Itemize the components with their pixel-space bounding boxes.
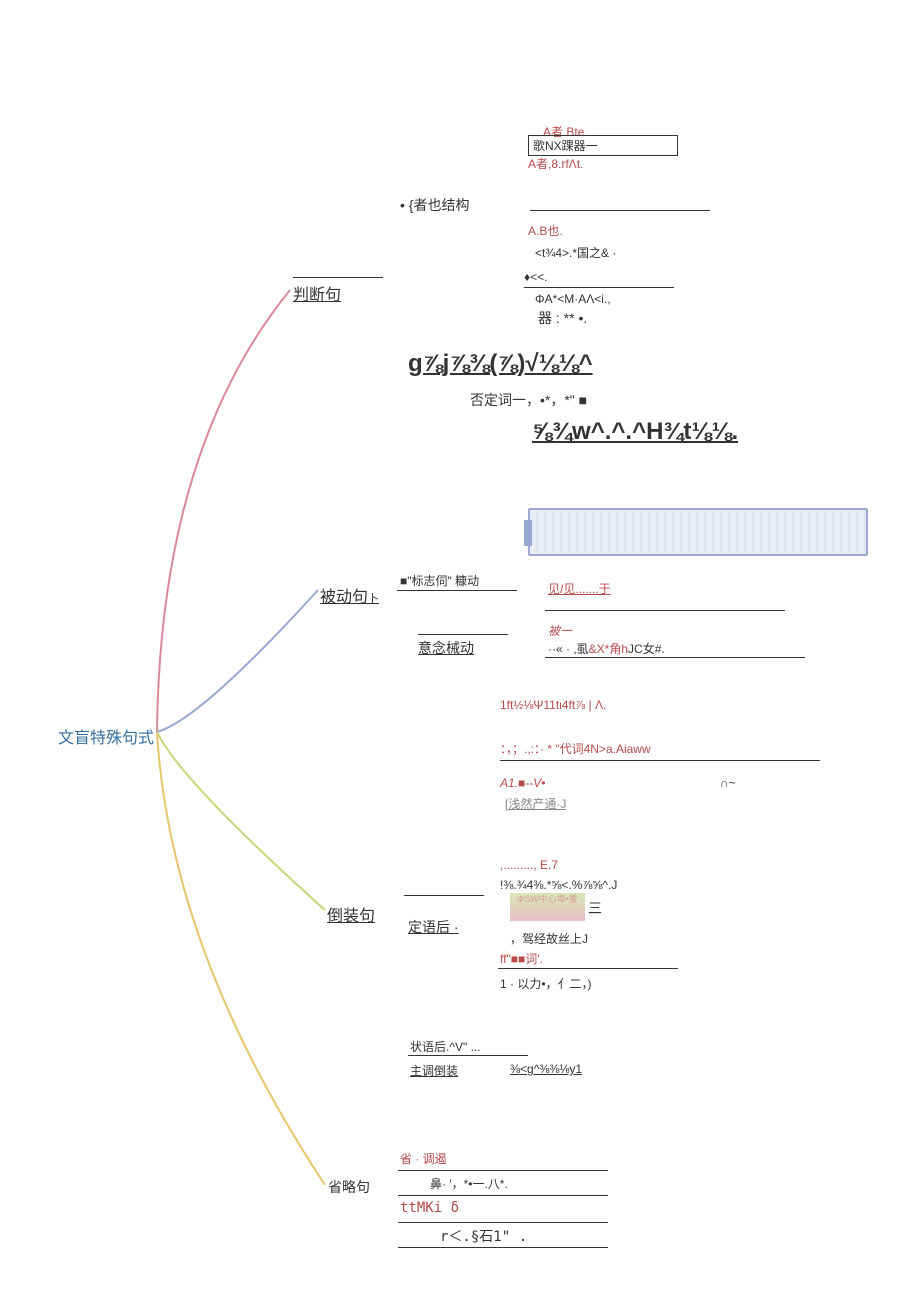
yinian-line	[545, 657, 805, 658]
small-color-block: ΦSW中心埠•爱	[510, 893, 585, 921]
rshi-line	[398, 1247, 608, 1248]
inv-l4: [浅然产通·J	[505, 795, 566, 812]
root-label: 文盲特殊句式	[58, 724, 154, 748]
inv-l5: ,........., Ε.7	[500, 858, 558, 872]
phi-line: ΦA*<M·AΛ<i.,	[535, 292, 611, 306]
zheye-label: • {者也结构	[400, 195, 469, 215]
qi-line: 器 : ** •.	[538, 308, 587, 328]
big-formula-2: ⅝¾w^.^.^H¾t⅛⅛.	[532, 418, 738, 446]
decorative-bar	[528, 508, 868, 556]
jian-yu: 见/见.......于	[548, 580, 611, 597]
zhudiao: 主调倒装	[410, 1062, 458, 1079]
inv-l1: 1ft½⅛Ψ11tι4ft⅞ | Λ.	[500, 698, 606, 712]
dingyu-label: 定语后 ·	[408, 917, 459, 937]
big-formula-1: g⅞j⅞⅜(⅞)√⅛⅛^	[408, 350, 593, 378]
inv-l3: A1.■--V•	[500, 776, 545, 790]
branch-passive: 被动句卜	[320, 583, 379, 607]
branch-omit: 省略句	[328, 1177, 370, 1197]
jian-line2	[545, 610, 785, 611]
sheng-line	[398, 1170, 608, 1171]
ffci-line	[498, 968, 678, 969]
inv-l2: ：，；.,:：· * "代词4N>a.Aiaww	[500, 740, 651, 757]
line-t34: <t¾4>.*国之& ·	[535, 244, 616, 261]
zhuangyu: 状语后.^V" ...	[410, 1038, 481, 1055]
bei: 被一	[548, 622, 572, 639]
branch-inverted: 倒装句	[327, 902, 375, 926]
bi-underline	[398, 1195, 608, 1196]
diamond: ♦<<.	[524, 270, 547, 284]
zhudiao-ex: ⅜<g^⅜⅜⅛y1	[510, 1062, 582, 1076]
sheng: 省 · 调遏	[400, 1150, 447, 1167]
yinian-ex: ··« · ,虱&X*角hJC女#.	[548, 640, 665, 657]
bi-line: 鼻· ′，*•一.八*.	[430, 1175, 508, 1192]
ttmki: ttMKi δ	[400, 1200, 459, 1216]
inverted-line1	[404, 895, 484, 896]
ab-ye: A.B也.	[528, 222, 563, 239]
judge-overline	[293, 277, 383, 278]
passive-marker: ■"标志伺" 糠动	[400, 572, 479, 589]
zheye-line	[530, 210, 710, 211]
ttmki-line	[398, 1222, 608, 1223]
zhuangyu-line	[408, 1055, 528, 1056]
judge-red2: A者,8.rfΛt.	[528, 155, 583, 172]
yinian-overline	[418, 634, 508, 635]
neg-word: 否定词一，•*，*" ■	[470, 390, 587, 410]
branch-judge: 判断句	[293, 281, 341, 305]
three-lines-icon: 三	[588, 898, 602, 918]
inv-l3b: ∩~	[720, 776, 736, 790]
diamond-line	[524, 287, 674, 288]
passive-marker-line	[397, 590, 517, 591]
judge-box: 歌NX踝器一	[528, 135, 678, 156]
yinian-label: 意念械动	[418, 638, 474, 658]
yili: 1 · 以力•，亻二，)	[500, 975, 592, 992]
inv-l6: !⅜.¾4⅜.*⅝<.%⅞⅝^.J	[500, 878, 617, 892]
jiajing: ，驾经故丝上J	[510, 930, 588, 947]
inv-l2-line	[500, 760, 820, 761]
ffci: ff"■■词'.	[500, 950, 543, 967]
rshi: r＜.§石1" .	[440, 1226, 527, 1246]
